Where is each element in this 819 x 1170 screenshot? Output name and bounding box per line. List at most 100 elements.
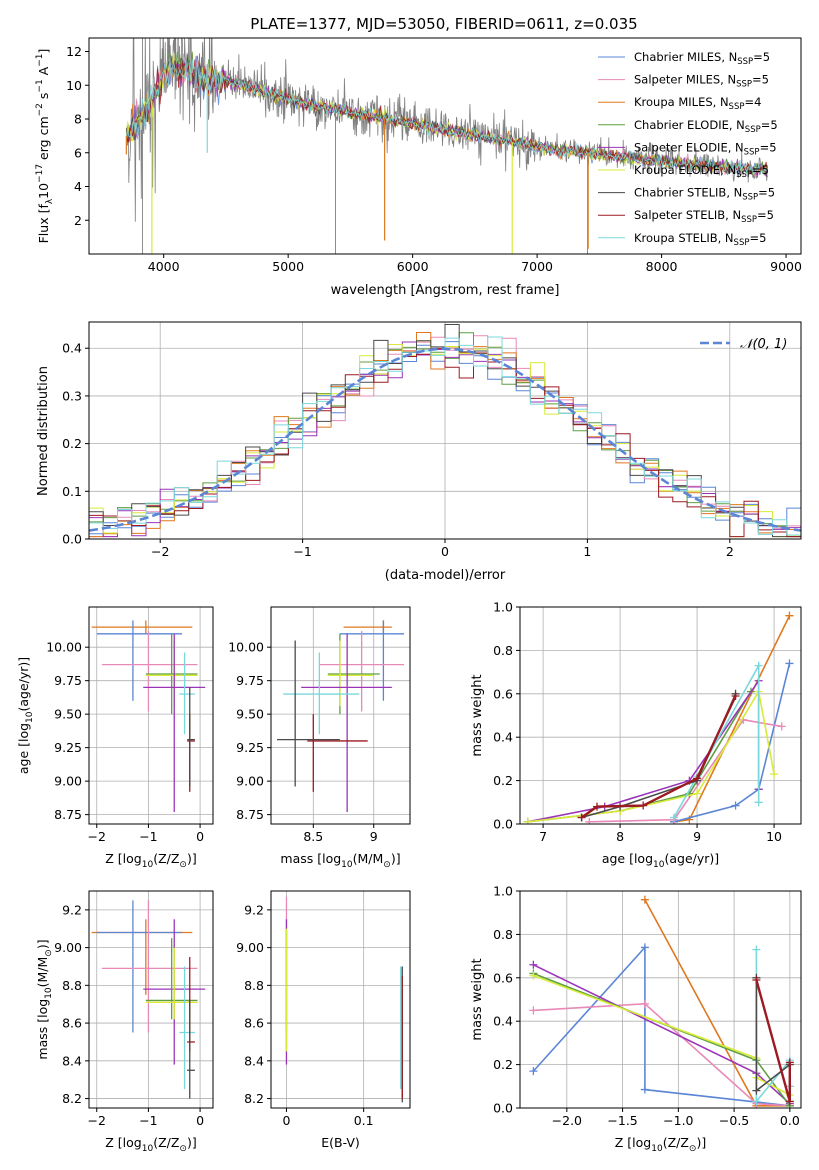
weight-marker-kroupa_elodie: [523, 817, 532, 824]
weight-marker-chabrier_miles: [529, 1067, 538, 1076]
x-tick-label: 0: [196, 1113, 204, 1128]
weight-line-kroupa_elodie: [533, 974, 791, 1096]
y-axis-label: Normed distribution: [36, 366, 51, 496]
y-tick-label: 8.4: [62, 1053, 82, 1068]
plot-area: [91, 900, 206, 1099]
weight-marker-chabrier_miles: [731, 801, 740, 810]
y-tick-label: 8.6: [244, 1016, 264, 1031]
y-tick-label: 9.75: [236, 673, 264, 688]
y-tick-label: 0.4: [493, 1014, 513, 1029]
plot-area: [91, 620, 206, 812]
y-axis-label: mass weight: [470, 958, 485, 1040]
y-axis-label: age [log10(age/yr)]: [16, 657, 35, 774]
y-tick-label: 0.6: [493, 970, 513, 985]
y-tick-label: 8: [74, 112, 82, 127]
y-tick-label: 9.25: [236, 740, 264, 755]
x-axis-label: age [log10(age/yr)]: [602, 851, 719, 870]
weight-line-salpeter_elodie: [527, 678, 760, 823]
weight-marker-chabrier_miles: [640, 1085, 649, 1094]
y-tick-label: 0.4: [62, 341, 82, 356]
x-axis-label: Z [log10(Z/Z⊙)]: [105, 851, 196, 870]
y-tick-label: 9.2: [244, 902, 264, 917]
y-tick-label: 9.75: [54, 673, 82, 688]
y-tick-label: 8.2: [62, 1091, 82, 1106]
x-tick-label: 9: [693, 829, 701, 844]
panel-weight_vs_Z: −2.0 −1.5 −1.0 −0.5 0.0 0.0 0.2 0.4 0.6 0.8 1.0 Z […: [470, 884, 802, 1154]
y-tick-label: 8.8: [62, 978, 82, 993]
x-tick-label: −2: [151, 544, 169, 559]
normal-curve: [89, 347, 801, 532]
x-tick-label: 8000: [646, 259, 678, 274]
legend-label-salpeter_stelib: Salpeter STELIB, NSSP=5: [634, 208, 774, 225]
axes-frame: [270, 606, 411, 825]
x-axis-label: Z [log10(Z/Z⊙)]: [615, 1135, 706, 1154]
weight-marker-kroupa_stelib: [669, 813, 678, 822]
x-tick-label: 4000: [148, 259, 180, 274]
plot-area: [529, 895, 794, 1108]
weight-marker-salpeter_stelib: [785, 1058, 794, 1067]
x-axis-label: mass [log10(M/M⊙)]: [280, 851, 400, 870]
x-axis-label: (data-model)/error: [385, 568, 506, 583]
y-axis-label: mass [log10(M/M⊙)]: [35, 939, 54, 1059]
y-tick-label: 0.2: [493, 773, 513, 788]
y-tick-label: 2: [74, 213, 82, 228]
axes-frame: [88, 890, 214, 1109]
x-tick-label: 0.1: [354, 1113, 374, 1128]
weight-line-salpeter_miles: [589, 718, 782, 823]
legend-label-chabrier_miles: Chabrier MILES, NSSP=5: [634, 50, 770, 67]
y-tick-label: 0.1: [62, 484, 82, 499]
x-tick-label: 0: [196, 829, 204, 844]
x-tick-label: −2.0: [552, 1113, 582, 1128]
y-tick-label: 0.8: [493, 927, 513, 942]
x-axis-label: E(B-V): [321, 1135, 360, 1150]
legend-label-salpeter_miles: Salpeter MILES, NSSP=5: [634, 73, 769, 90]
x-tick-label: 2: [726, 544, 734, 559]
y-tick-label: 0.0: [493, 1101, 513, 1116]
x-tick-label: 7: [539, 829, 547, 844]
x-tick-label: −1: [139, 829, 157, 844]
x-axis-label: wavelength [Angstrom, rest frame]: [331, 283, 560, 298]
weight-marker-salpeter_miles: [529, 1006, 538, 1015]
x-tick-label: 0: [441, 544, 449, 559]
panel-weight_vs_age: 7 8 9 10 0.0 0.2 0.4 0.6 0.8 1.0 age [log10(age/yr…: [470, 600, 802, 870]
y-tick-label: 8.8: [244, 978, 264, 993]
y-tick-label: 9.50: [54, 707, 82, 722]
axes-frame: [88, 606, 214, 825]
y-axis-label: Flux [fλ10−17 erg cm−2 s−1 A−1]: [35, 49, 55, 244]
y-tick-label: 10.00: [46, 640, 82, 655]
x-tick-label: 1: [583, 544, 591, 559]
axes-frame: [270, 890, 411, 1109]
panel-age_vs_mass: 8.5 9 8.75 9.00 9.25 9.50 9.75 10.00 mass [log10…: [228, 606, 411, 870]
y-tick-label: 8.75: [54, 807, 82, 822]
y-tick-label: 12: [66, 44, 82, 59]
weight-marker-salpeter_stelib: [592, 802, 601, 811]
y-tick-label: 4: [74, 179, 82, 194]
plot-area: [285, 896, 403, 1103]
y-tick-label: 9.25: [54, 740, 82, 755]
weight-marker-kroupa_stelib: [752, 1097, 761, 1106]
weight-marker-salpeter_stelib: [731, 691, 740, 700]
legend-normal-label: 𝒩(0, 1): [740, 337, 787, 352]
y-tick-label: 8.2: [244, 1091, 264, 1106]
weight-marker-kroupa_miles: [640, 895, 649, 904]
x-tick-label: 9000: [770, 259, 802, 274]
y-tick-label: 0.3: [62, 388, 82, 403]
x-tick-label: −2: [88, 829, 106, 844]
x-tick-label: 8.5: [303, 829, 323, 844]
x-tick-label: −1: [139, 1113, 157, 1128]
y-tick-label: 9.00: [236, 940, 264, 955]
y-tick-label: 10: [66, 78, 82, 93]
weight-marker-salpeter_elodie: [529, 960, 538, 969]
y-tick-label: 0.6: [493, 686, 513, 701]
y-tick-label: 1.0: [493, 884, 513, 899]
panel-mass_vs_ebv: 0 0.1 8.2 8.4 8.6 8.8 9.00 9.2 E(B-V): [236, 890, 411, 1150]
histogram-salpeter_stelib: [89, 347, 801, 538]
x-tick-label: 0: [282, 1113, 290, 1128]
legend-label-chabrier_elodie: Chabrier ELODIE, NSSP=5: [634, 118, 778, 135]
y-tick-label: 0.2: [62, 436, 82, 451]
y-tick-label: 9.2: [62, 902, 82, 917]
weight-marker-chabrier_miles: [785, 659, 794, 668]
model-spectrum-salpeter_stelib: [126, 59, 768, 175]
y-tick-label: 0.0: [493, 817, 513, 832]
